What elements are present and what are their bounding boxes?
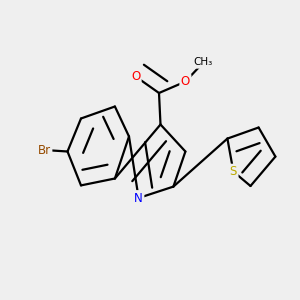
Text: O: O	[181, 75, 190, 88]
Text: S: S	[230, 165, 237, 178]
Text: N: N	[134, 191, 143, 205]
Text: CH₃: CH₃	[194, 57, 213, 68]
Text: O: O	[131, 70, 140, 83]
Text: Br: Br	[38, 143, 51, 157]
